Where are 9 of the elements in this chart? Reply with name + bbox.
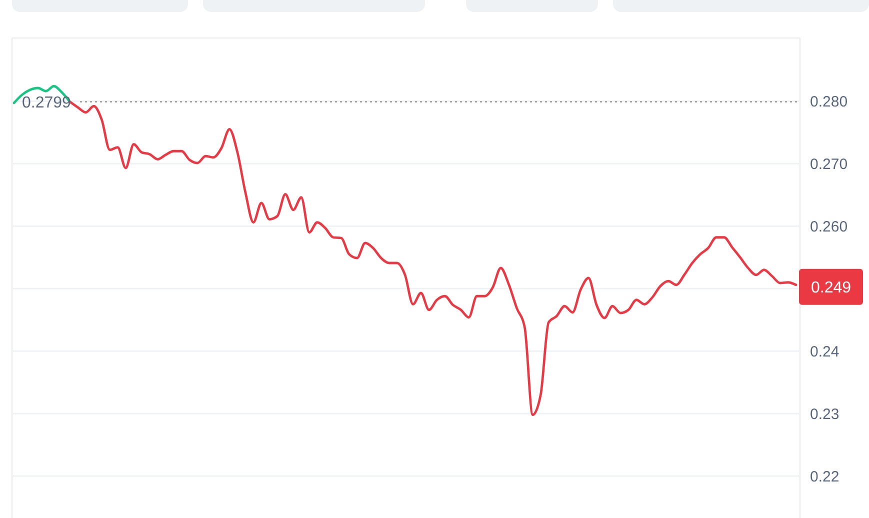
y-tick-label: 0.280: [810, 93, 848, 110]
y-tick-label: 0.260: [810, 218, 848, 236]
y-tick-label: 0.22: [810, 468, 840, 486]
ref-line-label: 0.2799: [22, 94, 72, 112]
line-series: [68, 100, 798, 416]
y-tick-label: 0.23: [810, 406, 840, 423]
y-tick-label: 0.24: [810, 343, 840, 360]
y-tick-label: 0.270: [810, 156, 848, 173]
text: 0.249: [810, 279, 852, 296]
